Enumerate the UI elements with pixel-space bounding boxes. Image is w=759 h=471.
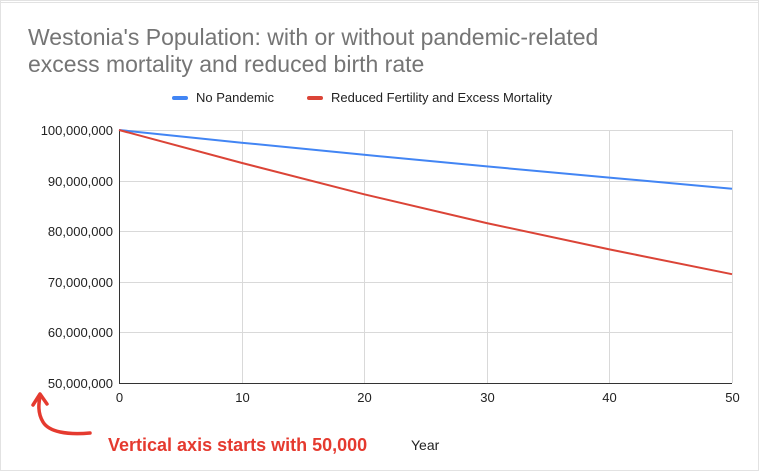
annotation-arrow-head: [31, 392, 49, 407]
chart-legend: No Pandemic Reduced Fertility and Excess…: [9, 90, 750, 110]
legend-item-no-pandemic[interactable]: No Pandemic: [172, 90, 274, 105]
chart-title-line-2: excess mortality and reduced birth rate: [28, 51, 425, 77]
annotation-text: Vertical axis starts with 50,000: [108, 435, 368, 455]
y-tick-label: 70,000,000: [48, 275, 113, 290]
y-tick-label: 60,000,000: [48, 325, 113, 340]
y-tick-label: 90,000,000: [48, 174, 113, 189]
y-tick-label: 100,000,000: [41, 123, 113, 138]
chart-title-line-1: Westonia's Population: with or without p…: [28, 24, 599, 50]
x-tick-label: 0: [116, 390, 123, 405]
plot-area: 50,000,000 60,000,000 70,000,000 80,000,000…: [31, 123, 740, 436]
legend-item-reduced-fertility[interactable]: Reduced Fertility and Excess Mortality: [307, 90, 552, 105]
annotation-arrow-curve: [37, 394, 92, 436]
series-line-reduced-fertility: [118, 129, 733, 276]
x-tick-label: 10: [235, 390, 249, 405]
legend-label-no-pandemic: No Pandemic: [196, 90, 275, 105]
legend-swatch-reduced-fertility: [307, 95, 323, 100]
x-axis-title: Year: [411, 437, 440, 453]
legend-swatch-no-pandemic: [172, 95, 188, 100]
chart-container[interactable]: Westonia's Population: with or without p…: [9, 8, 750, 463]
x-tick-label: 20: [357, 390, 371, 405]
legend-label-reduced-fertility: Reduced Fertility and Excess Mortality: [331, 90, 553, 105]
series-line-no-pandemic: [118, 129, 733, 190]
curved-arrow-icon: [31, 392, 92, 436]
y-tick-label: 80,000,000: [48, 224, 113, 239]
x-tick-label: 30: [480, 390, 494, 405]
x-tick-label: 40: [602, 390, 616, 405]
x-tick-label: 50: [725, 390, 739, 405]
y-tick-label: 50,000,000: [48, 376, 113, 391]
